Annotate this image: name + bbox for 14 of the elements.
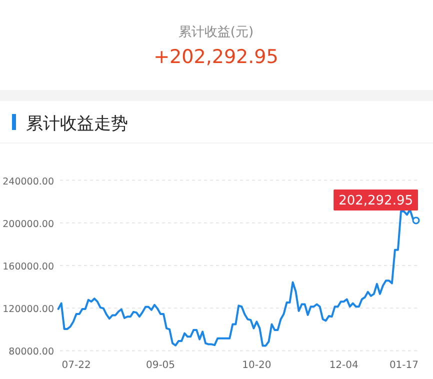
y-tick-label: 120000.00: [2, 304, 54, 316]
y-tick-label: 240000.00: [2, 176, 54, 188]
x-tick-label: 09-05: [146, 360, 176, 371]
x-tick-label: 10-20: [242, 360, 272, 371]
text: 累计收益(元): [178, 25, 254, 40]
data-label: 202,292.95: [338, 193, 413, 208]
x-tick-label: 07-22: [62, 360, 91, 371]
chart-title: 累计收益走势: [26, 114, 128, 134]
x-tick-label: 12-04: [329, 360, 358, 371]
x-tick-label: 01-17: [389, 360, 419, 371]
text: +202,292.95: [154, 46, 278, 68]
y-tick-label: 200000.00: [2, 218, 54, 230]
y-tick-label: 80000.00: [8, 346, 54, 358]
y-tick-label: 160000.00: [2, 262, 54, 272]
